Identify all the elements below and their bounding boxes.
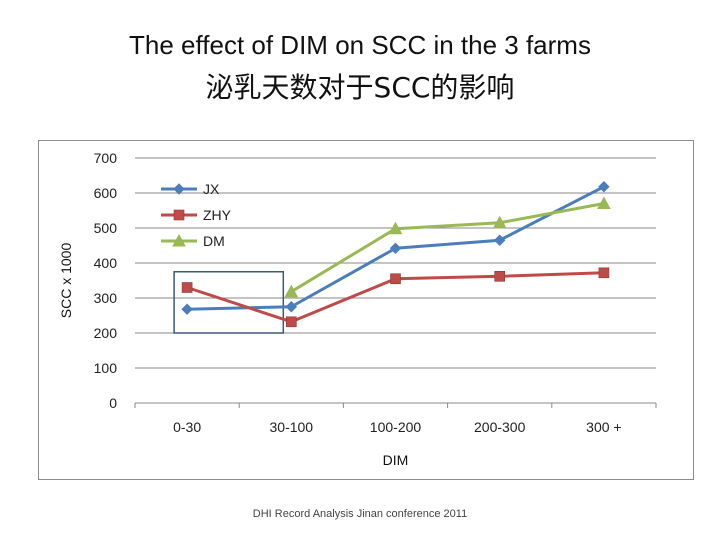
x-tick-label: 100-200: [370, 419, 422, 435]
x-tick-label: 30-100: [270, 419, 314, 435]
data-point-dm: [388, 221, 403, 235]
x-axis-title: DIM: [383, 452, 409, 468]
x-tick-label: 200-300: [474, 419, 526, 435]
legend-marker-zhy: [173, 209, 185, 221]
y-tick-label: 300: [94, 290, 118, 306]
data-point-jx: [389, 242, 402, 255]
x-tick-label: 300 +: [586, 419, 621, 435]
line-chart: 0 100 200 300 400 500 600 700 0-30 30-100 100-200 2…: [58, 150, 657, 468]
y-tick-label: 400: [94, 255, 118, 271]
y-tick-label: 500: [94, 220, 118, 236]
y-tick-label: 100: [94, 360, 118, 376]
legend-label-dm: DM: [203, 233, 225, 249]
x-tick-label: 0-30: [173, 419, 201, 435]
data-point-zhy: [494, 271, 506, 282]
y-tick-label: 0: [109, 395, 117, 411]
legend-label-jx: JX: [203, 181, 220, 197]
y-tick-label: 700: [94, 150, 118, 166]
data-point-zhy: [181, 282, 193, 293]
y-tick-label: 600: [94, 185, 118, 201]
data-point-jx: [493, 234, 506, 246]
data-point-zhy: [286, 316, 297, 328]
data-point-zhy: [598, 267, 610, 279]
legend-label-zhy: ZHY: [203, 207, 232, 223]
data-point-zhy: [390, 273, 401, 285]
data-point-dm: [492, 215, 507, 229]
data-point-jx: [181, 303, 193, 315]
data-point-dm: [597, 196, 611, 209]
chart-frame: 0 100 200 300 400 500 600 700 0-30 30-100 100-200 2…: [38, 140, 694, 480]
legend-marker-jx: [173, 183, 185, 195]
y-tick-label: 200: [94, 325, 118, 341]
highlight-box: [173, 271, 285, 334]
y-axis-title: SCC x 1000: [58, 243, 74, 319]
data-point-dm: [284, 284, 299, 298]
series-line-dm: [290, 202, 605, 293]
data-point-jx: [598, 180, 610, 193]
slide-subtitle: 泌乳天数对于SCC的影响: [205, 71, 515, 104]
legend-marker-dm: [172, 233, 186, 247]
data-point-jx: [285, 301, 298, 313]
slide-title: The effect of DIM on SCC in the 3 farms: [129, 30, 591, 60]
footer-text: DHI Record Analysis Jinan conference 201…: [252, 508, 468, 520]
